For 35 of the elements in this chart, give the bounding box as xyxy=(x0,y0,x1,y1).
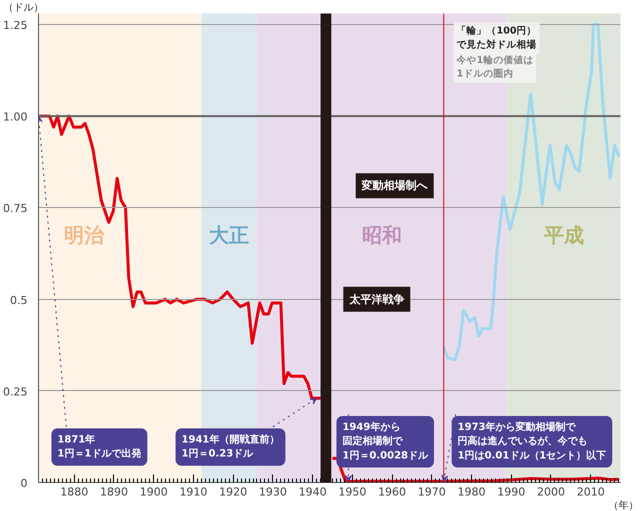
y-tick-label: 0.75 xyxy=(3,202,28,216)
band-label: 明治 xyxy=(64,223,106,248)
x-tick-label: 1880 xyxy=(60,486,88,498)
annotation: 1871年 1円＝1ドルで出発 xyxy=(57,433,142,460)
x-tick-label: 1970 xyxy=(418,486,446,498)
annotation: 「輪」（100円）で見た対ドル相場 xyxy=(456,24,537,50)
x-axis-title: （年） xyxy=(608,500,638,511)
x-tick-label: 1910 xyxy=(179,486,208,498)
annotation: 1949年から固定相場制で1円＝0.0028ドル xyxy=(342,420,429,462)
x-tick-label: 1930 xyxy=(258,486,287,498)
y-tick-label: 1.00 xyxy=(3,110,28,124)
band-label: 太平洋戦争 xyxy=(348,292,404,306)
band-label: 平成 xyxy=(542,223,584,248)
y-tick-label: 1.25 xyxy=(3,18,28,32)
y-tick-label: 0 xyxy=(20,477,28,490)
annotation: 1941年（開戦直前） 1円＝0.23ドル xyxy=(182,433,280,460)
x-tick-label: 1950 xyxy=(338,486,366,498)
y-tick-label: 0.25 xyxy=(3,385,28,398)
x-tick-label: 1940 xyxy=(298,486,327,498)
x-tick-label: 2000 xyxy=(536,486,565,498)
annotation: 1973年から変動相場制で円高は進んでいるが、今でも1円は0.01ドル（1セント）以下 xyxy=(458,420,606,462)
x-tick-label: 1990 xyxy=(497,486,526,498)
band-label: 大正 xyxy=(209,223,250,248)
y-axis-title: （ドル） xyxy=(4,2,44,14)
x-tick-label: 1960 xyxy=(378,486,406,498)
annotation: 今や1輪の価値は 1ドルの圏内 xyxy=(456,54,534,80)
x-tick-label: 1980 xyxy=(458,486,486,498)
x-tick-label: 1890 xyxy=(100,486,128,498)
line-series xyxy=(442,22,620,362)
y-tick-label: 0.5 xyxy=(10,294,28,307)
ref-line-label: 変動相場制へ xyxy=(360,179,429,192)
x-tick-label: 1900 xyxy=(140,486,168,498)
x-tick-label: 1920 xyxy=(219,486,248,498)
x-tick-label: 2010 xyxy=(576,486,605,498)
band-label: 昭和 xyxy=(362,223,402,248)
